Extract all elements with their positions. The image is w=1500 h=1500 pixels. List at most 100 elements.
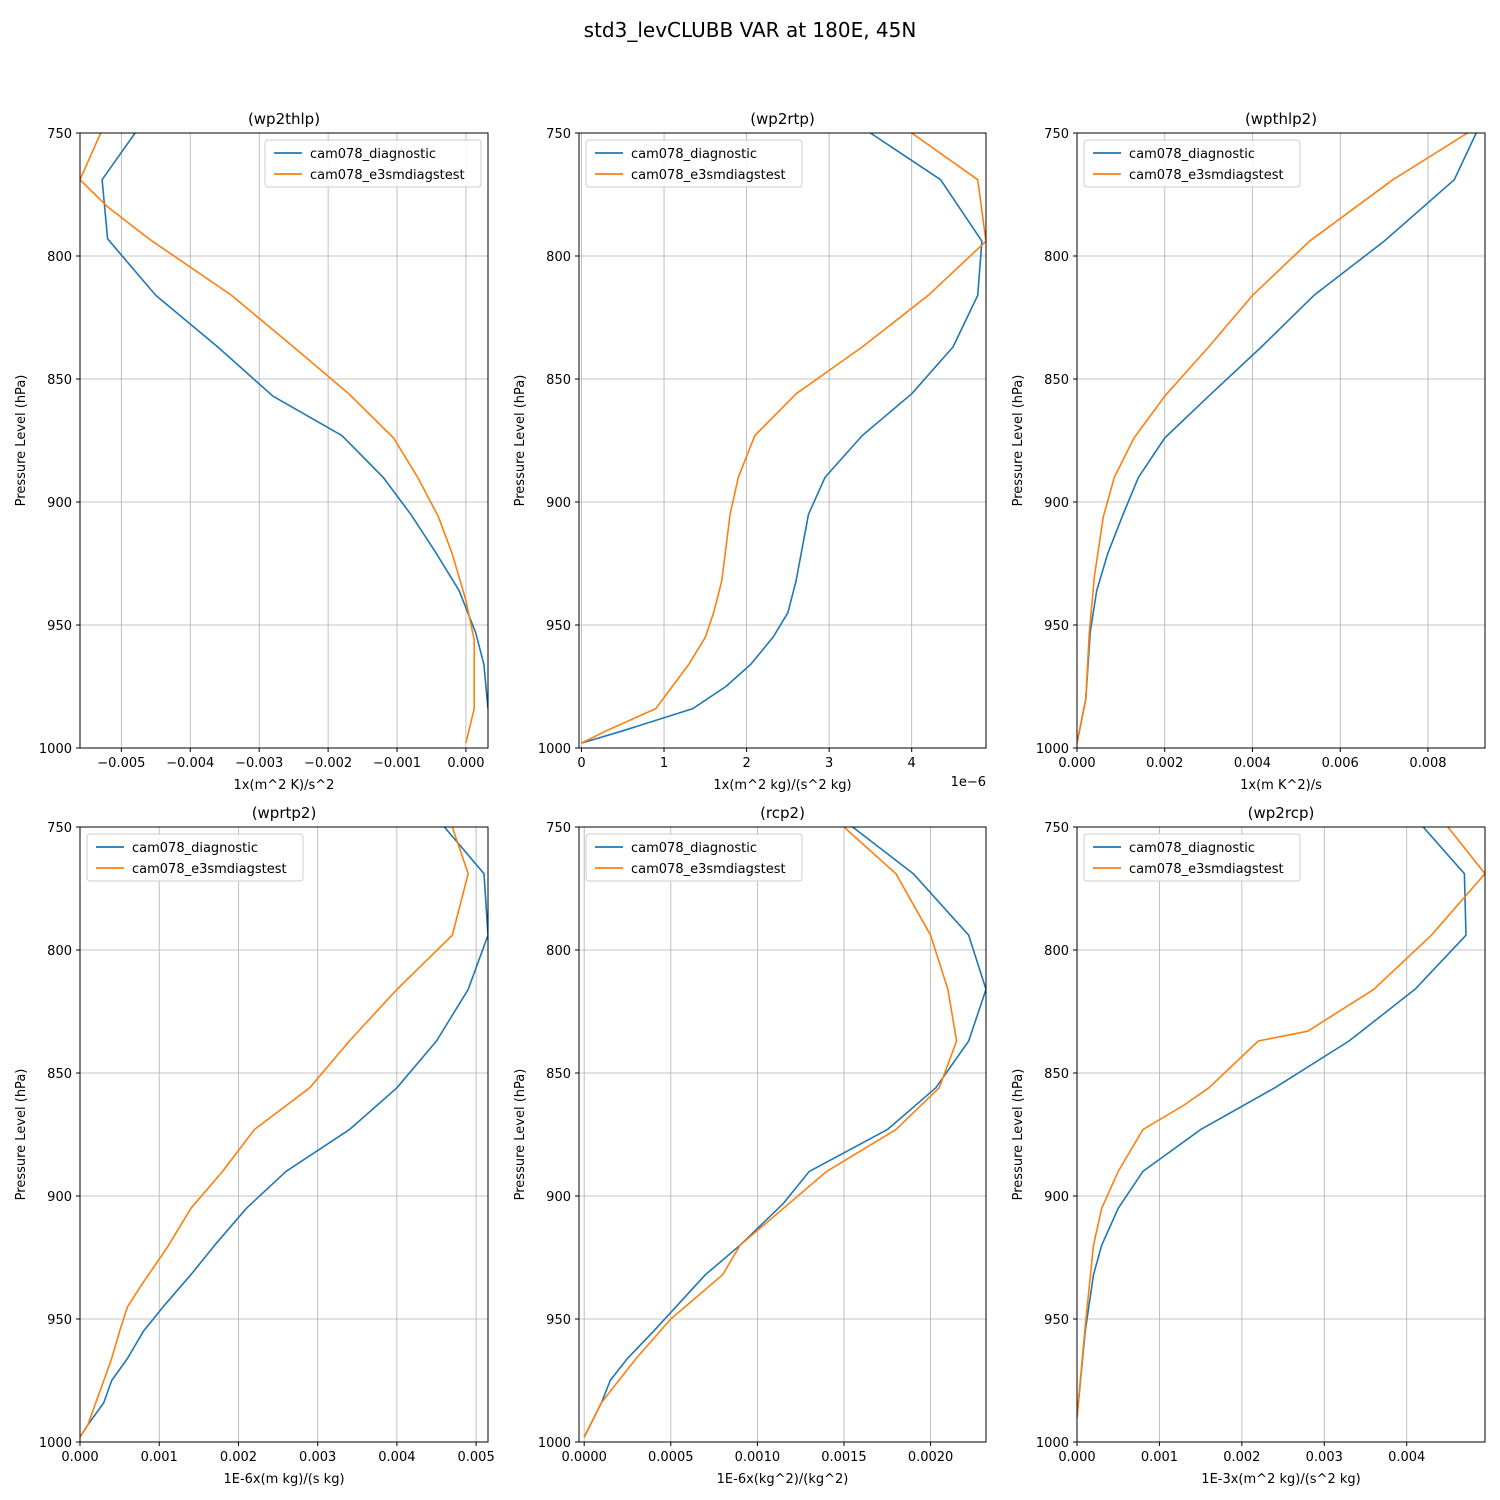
x-tick-label: 0.005 (458, 1450, 495, 1465)
x-tick-label: 0.001 (141, 1450, 178, 1465)
legend-entry: cam078_diagnostic (631, 841, 757, 856)
legend-entry: cam078_e3smdiagstest (310, 168, 465, 183)
x-tick-label: −0.003 (235, 756, 283, 771)
y-tick-label: 1000 (538, 1436, 571, 1451)
x-tick-label: 0.0020 (908, 1450, 954, 1465)
y-tick-label: 1000 (1036, 1436, 1069, 1451)
series-line-e3smdiagstest (80, 827, 469, 1438)
panels: −0.005 −0.004 −0.003 −0.002 −0.001 0.000 750 80… (14, 110, 1486, 1487)
y-tick-label: 900 (546, 496, 571, 511)
y-tick-label: 1000 (1036, 742, 1069, 757)
x-tick-label: 0 (577, 756, 585, 771)
x-tick-label: 1 (660, 756, 668, 771)
x-tick-label: −0.005 (97, 756, 145, 771)
panel-title: (wpthlp2) (1245, 110, 1317, 128)
y-axis-label: Pressure Level (hPa) (1011, 375, 1026, 507)
panel-title: (wp2rtp) (750, 110, 815, 128)
y-tick-label: 800 (546, 250, 571, 265)
x-tick-label: 0.003 (1306, 1450, 1343, 1465)
y-tick-label: 950 (47, 619, 72, 634)
legend: cam078_diagnostic cam078_e3smdiagstest (86, 833, 304, 882)
x-tick-label: 0.0010 (735, 1450, 781, 1465)
x-tick-label: 0.001 (1141, 1450, 1178, 1465)
y-axis-label: Pressure Level (hPa) (513, 1069, 528, 1201)
axes-frame (79, 132, 489, 749)
x-axis-label: 1x(m^2 kg)/(s^2 kg) (713, 778, 851, 793)
legend-entry: cam078_e3smdiagstest (132, 862, 287, 877)
series-line-e3smdiagstest (1077, 827, 1485, 1418)
x-tick-label: 0.002 (220, 1450, 257, 1465)
y-tick-label: 800 (1044, 944, 1069, 959)
y-tick-label: 800 (47, 944, 72, 959)
series-line-diagnostic (1077, 827, 1467, 1418)
y-axis-label: Pressure Level (hPa) (14, 1069, 29, 1201)
y-tick-label: 950 (546, 619, 571, 634)
legend-entry: cam078_e3smdiagstest (631, 168, 786, 183)
axes-frame (79, 826, 489, 1443)
y-tick-label: 850 (47, 1067, 72, 1082)
x-tick-label: 0.000 (61, 1450, 98, 1465)
y-axis-label: Pressure Level (hPa) (513, 375, 528, 507)
y-tick-label: 1000 (39, 742, 72, 757)
y-tick-label: 950 (546, 1313, 571, 1328)
y-tick-label: 850 (1044, 373, 1069, 388)
y-tick-label: 750 (1044, 127, 1069, 142)
legend-entry: cam078_e3smdiagstest (1129, 862, 1284, 877)
panel-title: (wp2rcp) (1248, 804, 1315, 822)
panel-1: 0 1 2 3 4 750 800 850 900 950 1000 (wp2rtp) 1x(m^2 k… (513, 110, 987, 793)
y-tick-label: 1000 (538, 742, 571, 757)
legend: cam078_diagnostic cam078_e3smdiagstest (264, 139, 482, 188)
legend-box (86, 833, 304, 882)
legend-entry: cam078_diagnostic (1129, 147, 1255, 162)
x-tick-label: 0.000 (1058, 1450, 1095, 1465)
legend-entry: cam078_diagnostic (1129, 841, 1255, 856)
legend: cam078_diagnostic cam078_e3smdiagstest (585, 139, 803, 188)
series-line-e3smdiagstest (1077, 133, 1468, 744)
x-tick-label: 0.0005 (648, 1450, 694, 1465)
legend-box (1083, 833, 1301, 882)
series-line-diagnostic (80, 827, 488, 1438)
x-tick-label: 4 (908, 756, 916, 771)
y-tick-label: 900 (47, 1190, 72, 1205)
series-line-diagnostic (583, 827, 986, 1438)
y-tick-label: 950 (47, 1313, 72, 1328)
y-tick-label: 1000 (39, 1436, 72, 1451)
y-tick-label: 850 (1044, 1067, 1069, 1082)
legend-box (264, 139, 482, 188)
series-line-e3smdiagstest (80, 133, 475, 744)
series-line-diagnostic (581, 133, 983, 744)
y-tick-label: 850 (546, 1067, 571, 1082)
x-tick-label: 0.000 (447, 756, 484, 771)
panel-4: 0.0000 0.0005 0.0010 0.0015 0.0020 750 800 850 9… (513, 804, 987, 1487)
y-tick-label: 900 (1044, 496, 1069, 511)
x-tick-label: 0.004 (1234, 756, 1271, 771)
y-axis-label: Pressure Level (hPa) (14, 375, 29, 507)
y-tick-label: 900 (47, 496, 72, 511)
y-tick-label: 850 (546, 373, 571, 388)
x-axis-label: 1x(m^2 K)/s^2 (234, 778, 335, 793)
axes-frame (578, 826, 987, 1443)
x-tick-label: 0.0000 (561, 1450, 607, 1465)
y-tick-label: 750 (1044, 821, 1069, 836)
x-tick-label: 0.004 (1388, 1450, 1425, 1465)
legend: cam078_diagnostic cam078_e3smdiagstest (1083, 139, 1301, 188)
x-tick-label: 0.003 (299, 1450, 336, 1465)
y-tick-label: 800 (47, 250, 72, 265)
x-tick-label: −0.001 (373, 756, 421, 771)
y-tick-label: 750 (47, 127, 72, 142)
legend: cam078_diagnostic cam078_e3smdiagstest (585, 833, 803, 882)
x-tick-label: 3 (825, 756, 833, 771)
legend-entry: cam078_e3smdiagstest (1129, 168, 1284, 183)
legend-box (1083, 139, 1301, 188)
x-tick-label: 0.008 (1409, 756, 1446, 771)
x-tick-label: 0.002 (1223, 1450, 1260, 1465)
y-tick-label: 750 (47, 821, 72, 836)
legend-box (585, 833, 803, 882)
x-tick-label: 0.0015 (821, 1450, 867, 1465)
series-line-e3smdiagstest (581, 133, 986, 744)
y-tick-label: 900 (546, 1190, 571, 1205)
y-tick-label: 750 (546, 127, 571, 142)
x-tick-label: 0.006 (1322, 756, 1359, 771)
